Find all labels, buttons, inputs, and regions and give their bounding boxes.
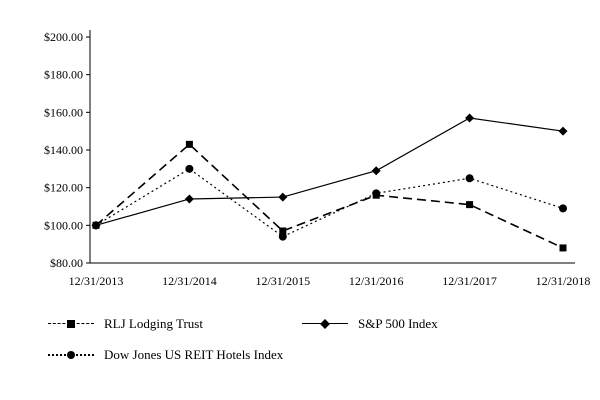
- circle-marker-icon: [559, 204, 567, 213]
- diamond-marker-icon: [558, 126, 568, 136]
- x-tick-label: 12/31/2016: [349, 274, 404, 288]
- y-tick-label: $80.00: [50, 256, 83, 270]
- dotted-line-sample: [48, 350, 94, 360]
- circle-marker-icon: [185, 164, 194, 173]
- diamond-marker-icon: [184, 194, 194, 204]
- series-line-diamond: [95, 117, 564, 226]
- legend-label-dj-reit: Dow Jones US REIT Hotels Index: [104, 347, 284, 362]
- y-tick-label: $180.00: [44, 68, 83, 82]
- legend-label-sp500: S&P 500 Index: [358, 316, 438, 331]
- series-line-circle: [95, 168, 564, 238]
- legend-item-dj-reit-hotels: Dow Jones US REIT Hotels Index: [48, 347, 283, 363]
- circle-marker-icon: [92, 221, 100, 230]
- x-tick-label: 12/31/2017: [442, 274, 497, 288]
- diamond-marker-icon: [465, 113, 475, 123]
- square-marker-icon: [279, 227, 287, 235]
- y-tick-label: $200.00: [44, 30, 83, 44]
- legend-row-2: Dow Jones US REIT Hotels Index: [48, 347, 588, 363]
- circle-marker-icon: [67, 351, 75, 359]
- square-marker-icon: [67, 320, 75, 328]
- diamond-marker-icon: [278, 192, 288, 202]
- square-marker-icon: [559, 244, 567, 252]
- x-tick-label: 12/31/2013: [69, 274, 124, 288]
- y-tick-label: $100.00: [44, 218, 83, 232]
- circle-marker-icon: [372, 189, 381, 198]
- y-tick-label: $120.00: [44, 181, 83, 195]
- y-tick-label: $160.00: [44, 105, 83, 119]
- chart-legend: RLJ Lodging Trust S&P 500 Index Dow Jone…: [48, 316, 588, 378]
- solid-line-sample: [302, 319, 348, 329]
- x-tick-label: 12/31/2018: [536, 274, 591, 288]
- y-tick-label: $140.00: [44, 143, 83, 157]
- x-tick-label: 12/31/2015: [255, 274, 310, 288]
- diamond-marker-icon: [371, 166, 381, 176]
- legend-item-rlj-lodging-trust: RLJ Lodging Trust: [48, 316, 302, 332]
- line-chart-canvas: $80.00 $100.00 $120.00 $140.00 $160.00 $180.0…: [44, 30, 591, 288]
- x-tick-label: 12/31/2014: [162, 274, 217, 288]
- square-marker-icon: [185, 140, 193, 148]
- legend-row-1: RLJ Lodging Trust S&P 500 Index: [48, 316, 588, 332]
- dashed-line-sample: [48, 319, 94, 329]
- legend-label-rlj: RLJ Lodging Trust: [104, 316, 203, 331]
- series-line-square: [95, 143, 564, 249]
- legend-item-sp500: S&P 500 Index: [302, 316, 438, 332]
- square-marker-icon: [466, 201, 474, 209]
- circle-marker-icon: [465, 174, 474, 183]
- diamond-marker-icon: [320, 319, 330, 329]
- circle-marker-icon: [278, 232, 287, 241]
